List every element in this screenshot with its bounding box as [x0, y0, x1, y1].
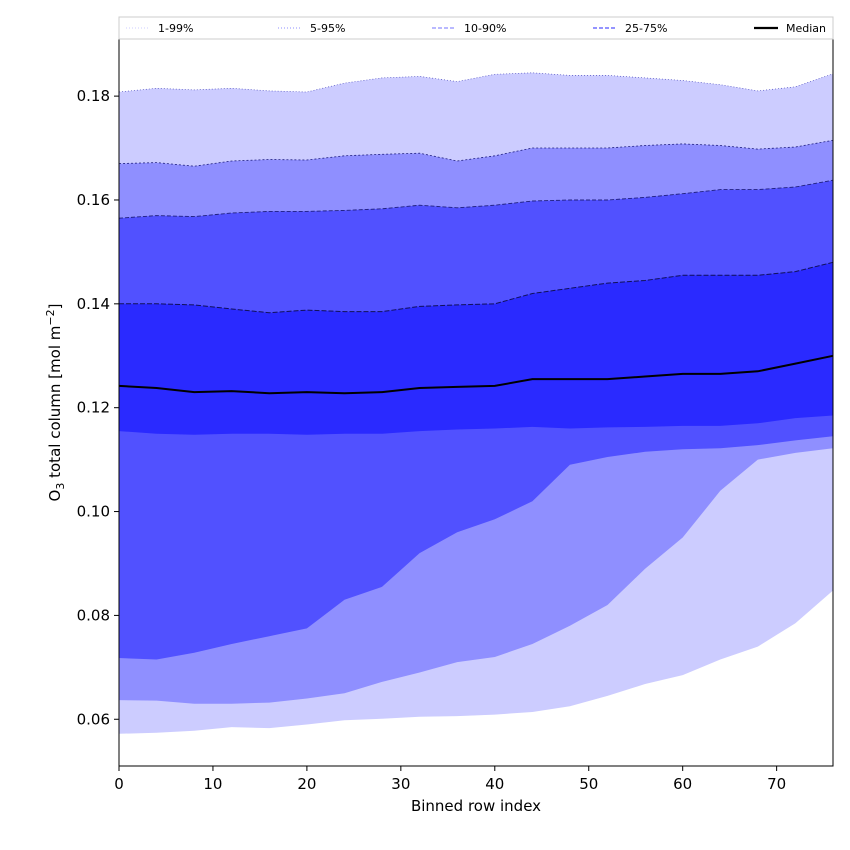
percentile-lines [118, 72, 834, 395]
x-tick-label: 70 [767, 775, 786, 793]
x-axis: 0 10 20 30 40 50 60 70 [114, 766, 786, 793]
legend-frame [118, 16, 834, 40]
y-tick-label: 0.08 [77, 606, 110, 624]
y-axis: 0.06 0.08 0.10 0.12 0.14 0.16 0.18 [77, 87, 119, 728]
percentile-bands [119, 72, 833, 734]
legend-label: 10-90% [464, 22, 506, 35]
line-p95 [118, 139, 834, 167]
y-axis-label-main: total column [mol m [46, 326, 64, 483]
legend: 1-99% 5-95% 10-90% 25-75% Median [118, 16, 834, 40]
legend-label: Median [786, 22, 826, 35]
x-tick-label: 50 [579, 775, 598, 793]
y-axis-label-subscript: 3 [54, 483, 67, 490]
legend-label: 1-99% [158, 22, 193, 35]
x-tick-label: 0 [114, 775, 124, 793]
line-median [118, 354, 834, 395]
y-tick-label: 0.06 [77, 710, 110, 728]
y-axis-label-superscript: −2 [44, 309, 57, 325]
y-tick-label: 0.10 [77, 503, 110, 521]
y-tick-label: 0.12 [77, 399, 110, 417]
x-axis-label: Binned row index [411, 797, 541, 815]
y-axis-label-end: ] [46, 304, 64, 310]
y-tick-label: 0.18 [77, 87, 110, 105]
x-tick-label: 30 [391, 775, 410, 793]
x-tick-label: 60 [673, 775, 692, 793]
legend-label: 5-95% [310, 22, 345, 35]
y-tick-label: 0.16 [77, 191, 110, 209]
x-tick-label: 40 [485, 775, 504, 793]
line-p75 [119, 261, 834, 314]
line-p90 [118, 179, 834, 219]
legend-label: 25-75% [625, 22, 667, 35]
x-tick-label: 10 [203, 775, 222, 793]
y-axis-label-prefix: O [46, 490, 64, 502]
y-axis-label: O3 total column [mol m−2] [44, 304, 67, 502]
x-tick-label: 20 [297, 775, 316, 793]
y-tick-label: 0.14 [77, 295, 110, 313]
